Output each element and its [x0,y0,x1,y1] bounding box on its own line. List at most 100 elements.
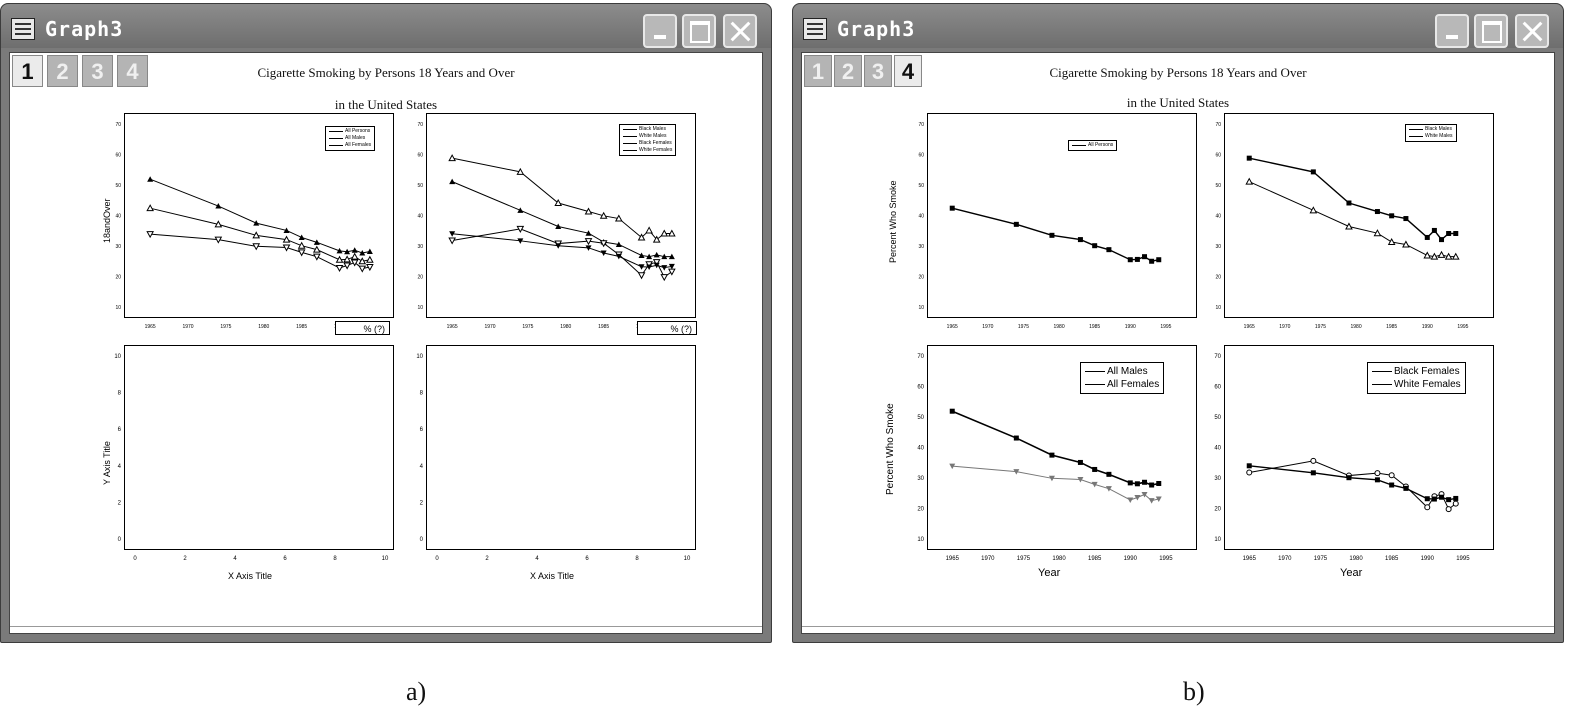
plot-panel-all-persons[interactable]: 1020304050607019651970197519801985199019… [115,113,394,330]
layer-tab-2[interactable]: 2 [834,55,862,87]
data-point [1403,216,1409,222]
close-button[interactable] [1515,14,1549,48]
data-point [1374,470,1381,477]
plot-panel-black-white-females[interactable]: 10 20 30 40 50 60 70 1965 1970 1975 1980 1985 1990 19… [1214,345,1494,562]
data-point [366,248,373,254]
data-point [1453,495,1459,501]
tick-label: 20 [917,507,924,513]
window-titlebar[interactable]: Graph3 [1,4,771,48]
data-point [1424,496,1430,502]
data-point [1148,498,1155,504]
plot-panel-males-females[interactable]: 10 20 30 40 50 60 70 1965 1970 1975 1980 1985 1990 19… [917,345,1197,562]
tick-label: 1985 [598,324,609,330]
tick-label: 1990 [1421,556,1435,562]
tick-label: 1985 [1089,324,1100,330]
window-titlebar[interactable]: Graph3 [793,4,1563,48]
graph-document-icon[interactable] [803,18,827,40]
tick-label: 4 [233,556,237,562]
layer-tab-3[interactable]: 3 [82,55,113,87]
data-point [1310,457,1317,464]
data-point [661,265,668,271]
data-point [555,223,562,229]
tick-label: 40 [1214,446,1221,452]
minimize-button[interactable] [1435,14,1469,48]
data-point [1077,237,1083,243]
data-point [638,264,645,270]
minimize-button[interactable] [643,14,677,48]
layer-tab-1[interactable]: 1 [12,55,43,87]
data-point [1424,234,1430,240]
data-point [1049,232,1055,238]
data-point [1446,230,1452,236]
axis-label-box[interactable]: % (?) [637,321,697,335]
data-point [1346,475,1352,481]
layer-tab-3[interactable]: 3 [864,55,892,87]
data-point [1134,481,1140,487]
plot-panel-by-race-sex[interactable]: 1020304050607019651970197519801985199019… [417,113,696,330]
maximize-button[interactable] [1474,14,1508,48]
data-point [1430,252,1439,260]
data-point [1345,222,1353,230]
tick-label: 40 [918,214,924,220]
data-point [1246,155,1252,161]
close-button[interactable] [723,14,757,48]
maximize-button[interactable] [682,14,716,48]
legend[interactable]: Black Females White Females [1367,362,1466,394]
plot-canvas: 10 20 30 40 50 60 70 1965 1970 1975 1980 1985 1990 19… [1214,354,1470,562]
legend[interactable]: All Males All Females [1080,362,1165,394]
data-point [1387,237,1396,246]
data-point [282,244,291,252]
plot-canvas: 10 20 30 40 50 60 70 1965 1970 1975 1980 1985 1990 19… [918,122,1171,330]
data-point [252,231,261,239]
tick-label: 1975 [1314,556,1328,562]
graph-document-icon[interactable] [11,18,35,40]
layer-tab-1[interactable]: 1 [804,55,832,87]
tick-label: 1965 [145,324,156,330]
legend-entry: All Persons [329,128,371,135]
layer-tab-4[interactable]: 4 [894,55,922,87]
data-point [516,225,525,233]
tick-label: 20 [918,275,924,281]
tick-label: 1970 [182,324,193,330]
plot-panel-empty[interactable]: 0 2 4 6 8 10 0 2 4 6 8 10 [114,345,394,562]
axis-label-box[interactable]: % (?) [335,321,390,335]
tick-label: 10 [1214,537,1221,543]
data-point [1106,471,1112,477]
data-point [1439,494,1445,500]
data-point [645,226,653,234]
graph-page: 1 2 3 4 Cigarette Smoking by Persons 18 … [9,52,763,634]
legend[interactable]: Black Males White Males [1405,124,1457,142]
data-point [1310,470,1316,476]
layer-tab-4[interactable]: 4 [117,55,148,87]
legend[interactable]: All Persons All Males All Females [325,126,376,151]
data-point [653,262,660,269]
data-point [283,227,290,233]
data-point [584,238,593,246]
tick-label: 10 [684,556,691,562]
tick-label: 1975 [1018,324,1029,330]
tick-label: 1970 [484,324,495,330]
tick-label: 1995 [1456,556,1470,562]
data-point [1134,256,1140,262]
data-point [253,220,260,226]
data-point [615,241,622,247]
data-point [312,245,321,253]
legend-entry: White Females [623,147,672,154]
data-point [1155,496,1162,503]
series-line [1249,465,1456,501]
data-point [653,251,660,258]
plot-panel-black-white-males[interactable]: 10 20 30 40 50 60 70 1965 1970 1975 1980 1985 1990 19… [1215,113,1494,330]
legend-entry: All Females [1085,378,1159,391]
data-point [1149,258,1155,264]
legend[interactable]: All Persons [1068,140,1118,151]
plot-canvas: 0 2 4 6 8 10 0 2 4 6 8 10 [416,354,691,562]
tick-label: 6 [585,556,589,562]
legend[interactable]: Black Males White Males Black Females Wh… [619,124,677,156]
layer-tab-2[interactable]: 2 [47,55,78,87]
data-point [1127,257,1133,263]
plot-panel-empty[interactable]: 0 2 4 6 8 10 0 2 4 6 8 10 [416,345,696,562]
tick-label: 70 [115,122,121,128]
data-point [555,243,562,249]
data-point [949,205,955,211]
